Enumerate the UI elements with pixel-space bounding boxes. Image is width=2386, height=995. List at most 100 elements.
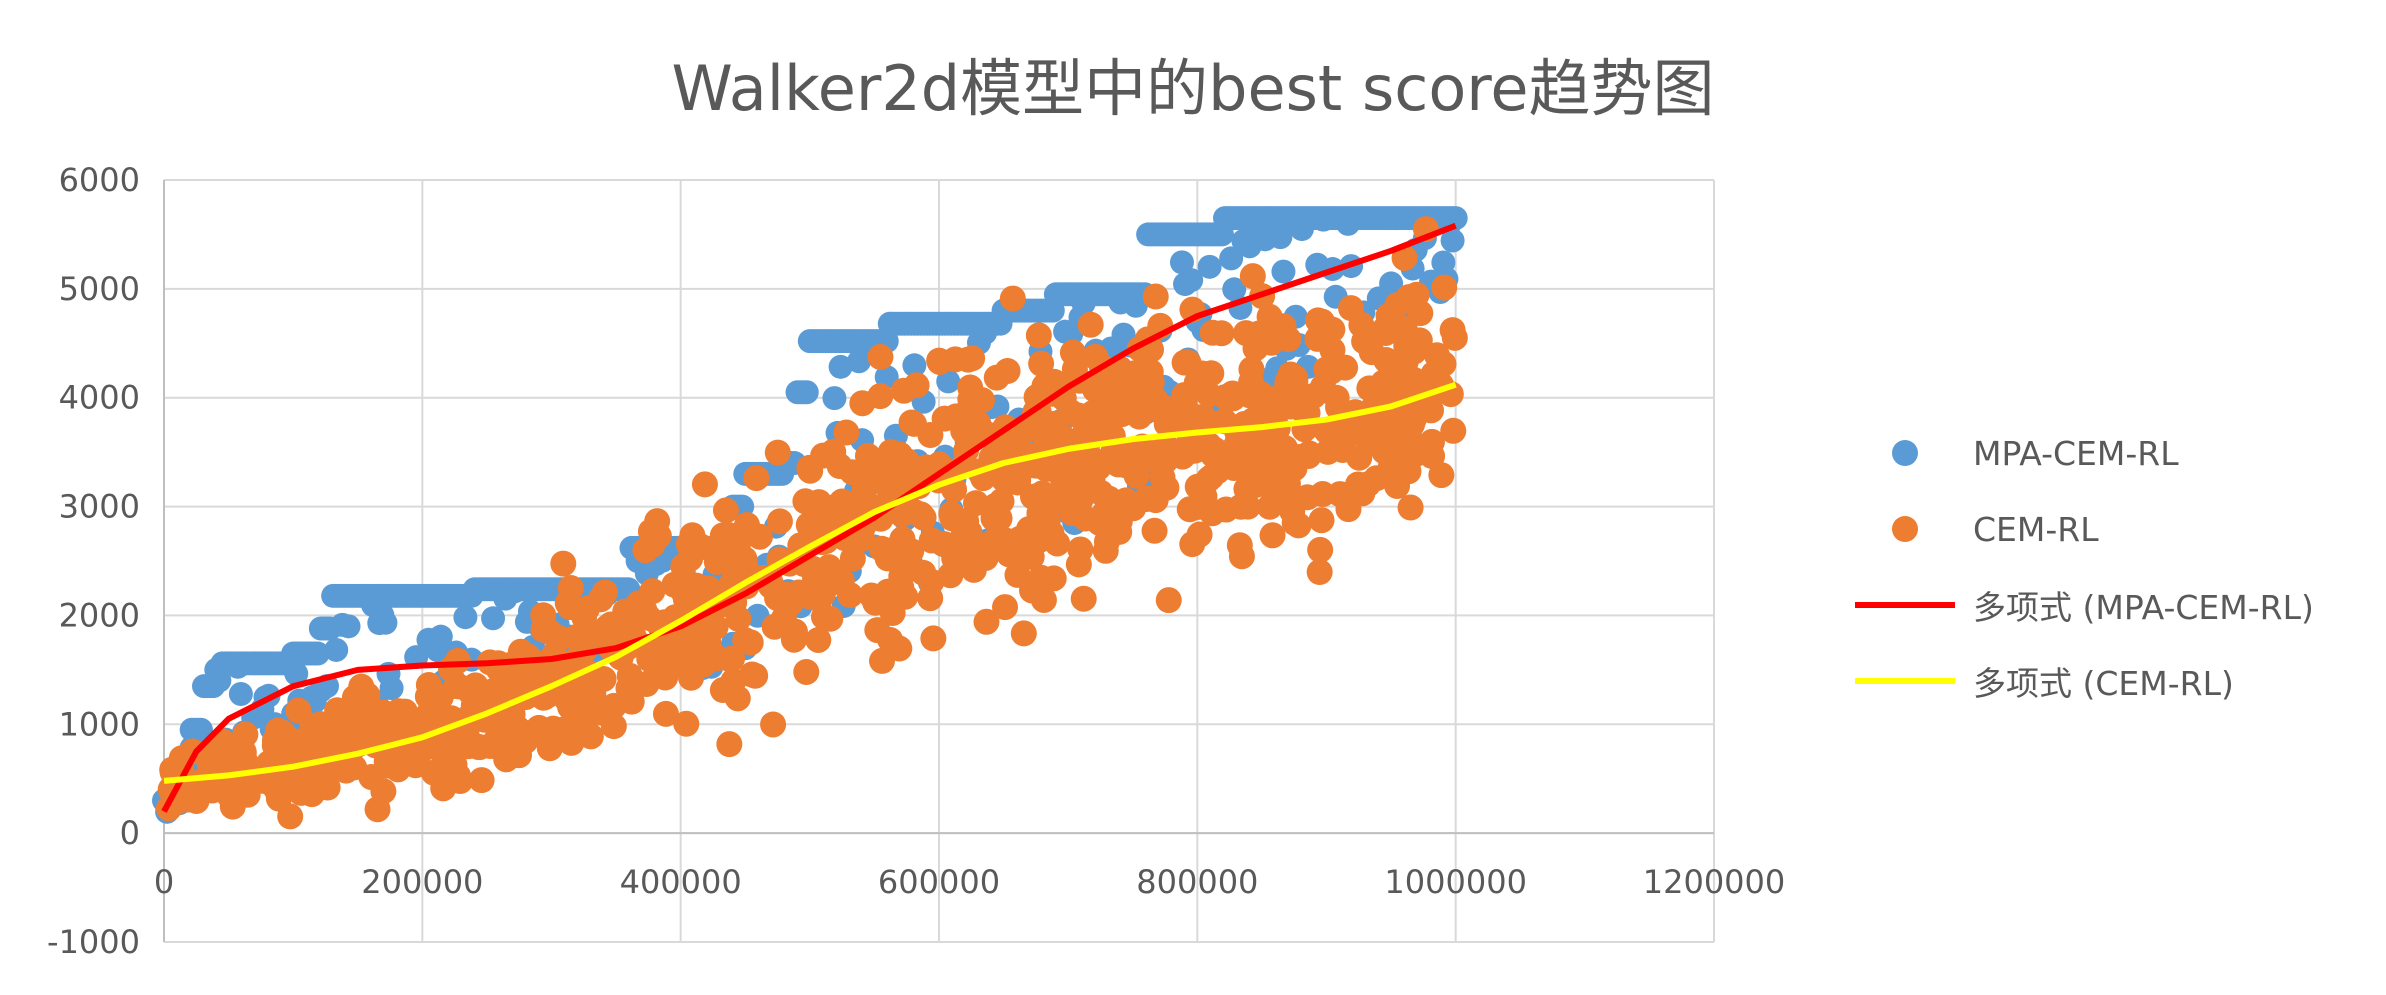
point-cem-rl: [530, 718, 557, 745]
point-mpa-cem-rl: [828, 354, 853, 379]
y-tick-label: 1000: [59, 705, 140, 743]
point-cem-rl: [800, 555, 827, 582]
point-cem-rl: [702, 614, 729, 641]
y-tick-label: -1000: [47, 923, 140, 961]
point-cem-rl: [1306, 559, 1333, 586]
point-cem-rl: [549, 718, 576, 745]
point-cem-rl: [1080, 402, 1107, 429]
point-cem-rl: [1085, 454, 1112, 481]
point-cem-rl: [1371, 316, 1398, 343]
point-cem-rl: [1025, 322, 1052, 349]
chart-title: Walker2d模型中的best score趋势图: [671, 52, 1715, 125]
point-cem-rl: [358, 764, 385, 791]
point-cem-rl: [1384, 472, 1411, 499]
point-cem-rl: [616, 662, 643, 689]
point-cem-rl: [805, 626, 832, 653]
point-cem-rl: [817, 605, 844, 632]
point-mpa-cem-rl: [1219, 246, 1244, 271]
point-cem-rl: [746, 523, 773, 550]
point-cem-rl: [1281, 509, 1308, 536]
point-cem-rl: [962, 490, 989, 517]
x-tick-label: 0: [154, 863, 174, 901]
point-cem-rl: [600, 692, 627, 719]
point-cem-rl: [530, 616, 557, 643]
point-cem-rl: [1021, 403, 1048, 430]
point-cem-rl: [719, 645, 746, 672]
point-cem-rl: [493, 746, 520, 773]
point-cem-rl: [1010, 620, 1037, 647]
point-cem-rl: [900, 410, 927, 437]
x-tick-label: 200000: [361, 863, 483, 901]
trendline-cem-rl: [163, 381, 1457, 784]
point-cem-rl: [673, 710, 700, 737]
point-cem-rl: [889, 552, 916, 579]
point-cem-rl: [691, 471, 718, 498]
point-cem-rl: [1113, 487, 1140, 514]
point-mpa-cem-rl: [1443, 206, 1468, 231]
point-cem-rl: [575, 626, 602, 653]
legend-label-poly-mpa-cem-rl: 多项式 (MPA-CEM-RL): [1973, 588, 2314, 627]
point-cem-rl: [1093, 528, 1120, 555]
point-cem-rl: [1137, 358, 1164, 385]
legend-marker-mpa-cem-rl: [1892, 440, 1918, 466]
point-cem-rl: [999, 285, 1026, 312]
point-cem-rl: [1039, 425, 1066, 452]
point-cem-rl: [810, 442, 837, 469]
point-cem-rl: [1226, 532, 1253, 559]
point-cem-rl: [1239, 263, 1266, 290]
point-cem-rl: [833, 419, 860, 446]
point-mpa-cem-rl: [822, 386, 847, 411]
x-tick-label: 800000: [1136, 863, 1258, 901]
legend-label-cem-rl: CEM-RL: [1973, 509, 2099, 549]
point-cem-rl: [1149, 464, 1176, 491]
point-cem-rl: [1358, 339, 1385, 366]
point-cem-rl: [889, 526, 916, 553]
y-tick-label: 3000: [59, 488, 140, 526]
point-cem-rl: [1238, 356, 1265, 383]
point-cem-rl: [737, 629, 764, 656]
point-cem-rl: [1067, 536, 1094, 563]
legend: MPA-CEM-RL CEM-RL 多项式 (MPA-CEM-RL) 多项式 (…: [1855, 415, 2314, 719]
point-cem-rl: [1118, 443, 1145, 470]
point-cem-rl: [1346, 444, 1373, 471]
y-tick-label: 5000: [59, 270, 140, 308]
point-cem-rl: [725, 542, 752, 569]
point-cem-rl: [781, 618, 808, 645]
point-cem-rl: [992, 594, 1019, 621]
point-cem-rl: [556, 594, 583, 621]
point-cem-rl: [1195, 381, 1222, 408]
point-cem-rl: [1242, 335, 1269, 362]
point-cem-rl: [1153, 395, 1180, 422]
point-cem-rl: [1418, 428, 1445, 455]
point-cem-rl: [910, 559, 937, 586]
point-mpa-cem-rl: [1222, 277, 1247, 302]
point-mpa-cem-rl: [1169, 250, 1194, 275]
point-cem-rl: [1286, 443, 1313, 470]
point-mpa-cem-rl: [379, 676, 404, 701]
point-cem-rl: [639, 532, 666, 559]
point-mpa-cem-rl: [428, 624, 453, 649]
point-cem-rl: [806, 586, 833, 613]
point-cem-rl: [679, 522, 706, 549]
point-cem-rl: [1279, 485, 1306, 512]
x-tick-label: 600000: [878, 863, 1000, 901]
point-cem-rl: [831, 490, 858, 517]
legend-line-poly-cem-rl: [1855, 678, 1955, 684]
point-cem-rl: [931, 531, 958, 558]
point-cem-rl: [1440, 417, 1467, 444]
tick-labels: -1000 0 1000 2000 3000 4000 5000 6000 0 200000 400…: [47, 161, 1785, 961]
point-cem-rl: [1091, 374, 1118, 401]
point-cem-rl: [764, 439, 791, 466]
point-cem-rl: [901, 499, 928, 526]
point-cem-rl: [1142, 283, 1169, 310]
point-cem-rl: [1028, 564, 1055, 591]
point-mpa-cem-rl: [188, 717, 213, 742]
legend-label-poly-cem-rl: 多项式 (CEM-RL): [1973, 664, 2234, 703]
point-cem-rl: [1199, 319, 1226, 346]
point-cem-rl: [444, 762, 471, 789]
point-cem-rl: [716, 731, 743, 758]
point-cem-rl: [1070, 585, 1097, 612]
point-cem-rl: [903, 372, 930, 399]
point-mpa-cem-rl: [1197, 254, 1222, 279]
